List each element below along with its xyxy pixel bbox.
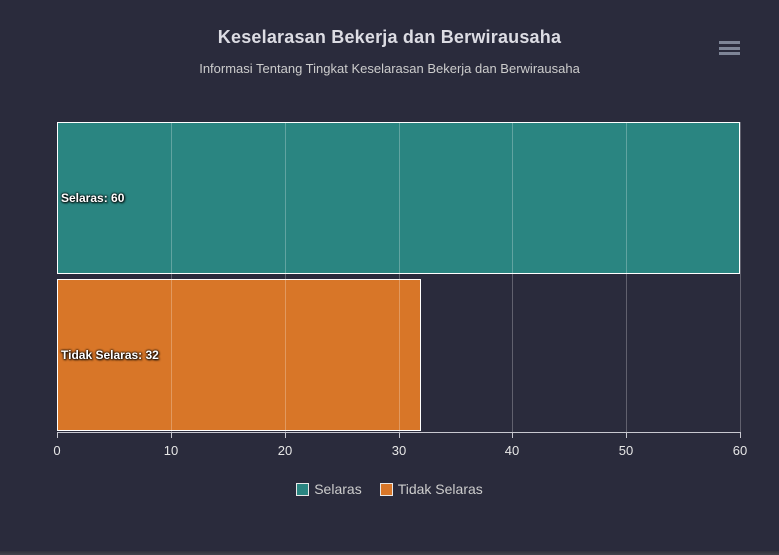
hamburger-line (719, 46, 740, 50)
bar-selaras[interactable]: Selaras: 60 (57, 122, 740, 274)
chart-subtitle: Informasi Tentang Tingkat Keselarasan Be… (199, 61, 580, 76)
legend-label: Selaras (314, 481, 362, 497)
legend-swatch-icon (296, 482, 310, 496)
hamburger-line (719, 41, 740, 44)
gridline-50 (626, 122, 627, 432)
gridline-20 (285, 122, 286, 432)
hamburger-menu-icon[interactable] (719, 41, 740, 55)
legend: Selaras Tidak Selaras (0, 481, 779, 497)
gridline-40 (512, 122, 513, 432)
legend-item-selaras[interactable]: Selaras (296, 481, 362, 497)
x-axis-tick-50 (626, 433, 627, 438)
hamburger-line (719, 52, 740, 55)
gridline-30 (399, 122, 400, 432)
card-bottom-edge (0, 551, 779, 555)
x-axis-line (57, 432, 741, 433)
x-axis-label-50: 50 (618, 443, 634, 458)
bar-data-label: Selaras: 60 (61, 191, 125, 205)
x-axis-tick-30 (399, 433, 400, 438)
plot-area: Selaras: 60 Tidak Selaras: 32 (57, 122, 741, 432)
x-axis-label-10: 10 (163, 443, 179, 458)
bar-data-label: Tidak Selaras: 32 (61, 348, 159, 362)
x-axis-tick-20 (285, 433, 286, 438)
x-axis-label-60: 60 (732, 443, 748, 458)
x-axis-tick-0 (57, 433, 58, 438)
x-axis-label-0: 0 (53, 443, 61, 458)
x-axis-tick-10 (171, 433, 172, 438)
gridline-60 (740, 122, 741, 432)
x-axis-tick-60 (740, 433, 741, 438)
legend-label: Tidak Selaras (397, 481, 483, 497)
bar-tidak-selaras[interactable]: Tidak Selaras: 32 (57, 279, 421, 431)
chart-title: Keselarasan Bekerja dan Berwirausaha (217, 27, 562, 47)
legend-item-tidak-selaras[interactable]: Tidak Selaras (379, 481, 483, 497)
x-axis-label-20: 20 (277, 443, 293, 458)
x-axis-label-30: 30 (391, 443, 407, 458)
gridline-10 (171, 122, 172, 432)
legend-swatch-icon (379, 482, 393, 496)
x-axis-tick-40 (512, 433, 513, 438)
x-axis-label-40: 40 (504, 443, 520, 458)
